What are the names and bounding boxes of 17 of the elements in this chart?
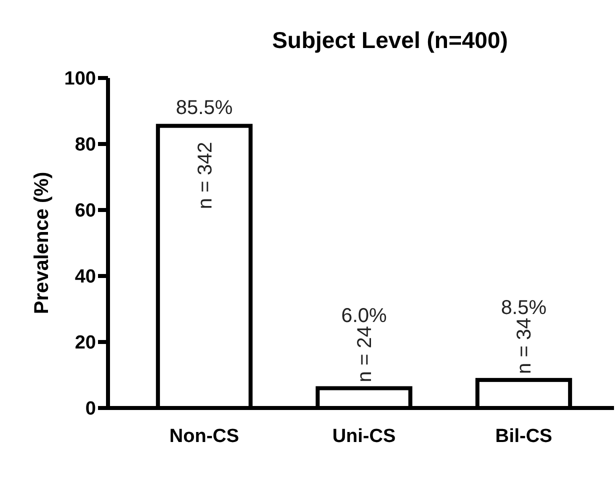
x-tick-label: Bil-CS bbox=[495, 426, 552, 447]
data-label: 6.0% bbox=[341, 305, 388, 328]
annotation: n = 34 bbox=[514, 318, 536, 374]
y-tick-label: 100 bbox=[64, 68, 96, 90]
x-tick-label: Non-CS bbox=[169, 426, 240, 447]
y-tick-label: 80 bbox=[74, 134, 96, 156]
annotation: n = 342 bbox=[194, 142, 216, 210]
data-label: 85.5% bbox=[176, 96, 233, 119]
y-tick-label: 20 bbox=[74, 332, 96, 354]
y-axis-title: Prevalence (%) bbox=[31, 172, 53, 314]
chart-title: Subject Level (n=400) bbox=[272, 27, 508, 53]
y-tick-label: 40 bbox=[74, 266, 96, 288]
data-label: 8.5% bbox=[500, 296, 547, 319]
y-tick-label: 60 bbox=[74, 200, 96, 222]
x-tick-label: Uni-CS bbox=[332, 426, 396, 447]
y-tick-label: 0 bbox=[85, 398, 96, 420]
annotation: n = 24 bbox=[354, 326, 376, 382]
